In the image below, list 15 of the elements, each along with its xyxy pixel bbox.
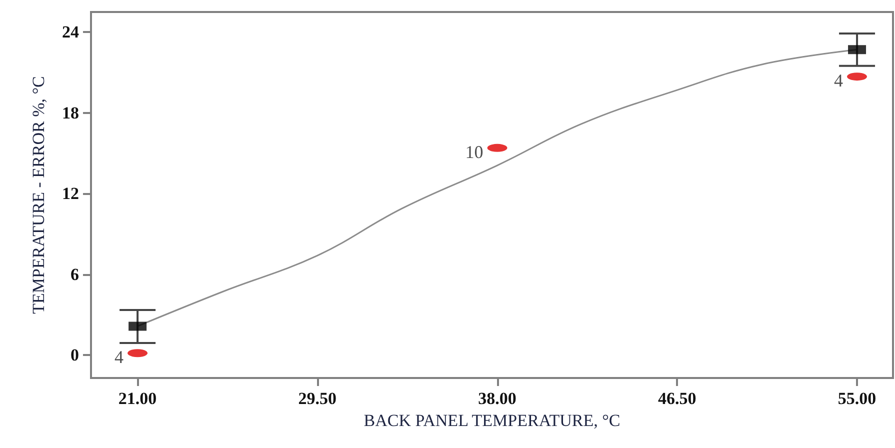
- annotation: 4: [114, 347, 124, 368]
- x-tick-label: 29.50: [298, 389, 337, 408]
- annotation: 10: [465, 142, 484, 162]
- x-tick-label: 46.50: [658, 389, 696, 408]
- y-tick-label: 6: [70, 264, 79, 284]
- y-tick-label: 0: [70, 346, 79, 365]
- y-axis-title: TEMPERATURE - ERROR %, °C: [29, 76, 48, 314]
- x-tick-label: 38.00: [478, 389, 516, 408]
- annotation: 4: [834, 70, 844, 91]
- x-tick-label: 21.00: [118, 389, 157, 408]
- y-tick-label: 18: [62, 103, 79, 122]
- x-axis-title: BACK PANEL TEMPERATURE, °C: [364, 410, 620, 430]
- x-tick-label: 55.00: [838, 389, 876, 408]
- y-tick-label: 24: [62, 22, 80, 42]
- y-tick-label: 12: [62, 184, 79, 204]
